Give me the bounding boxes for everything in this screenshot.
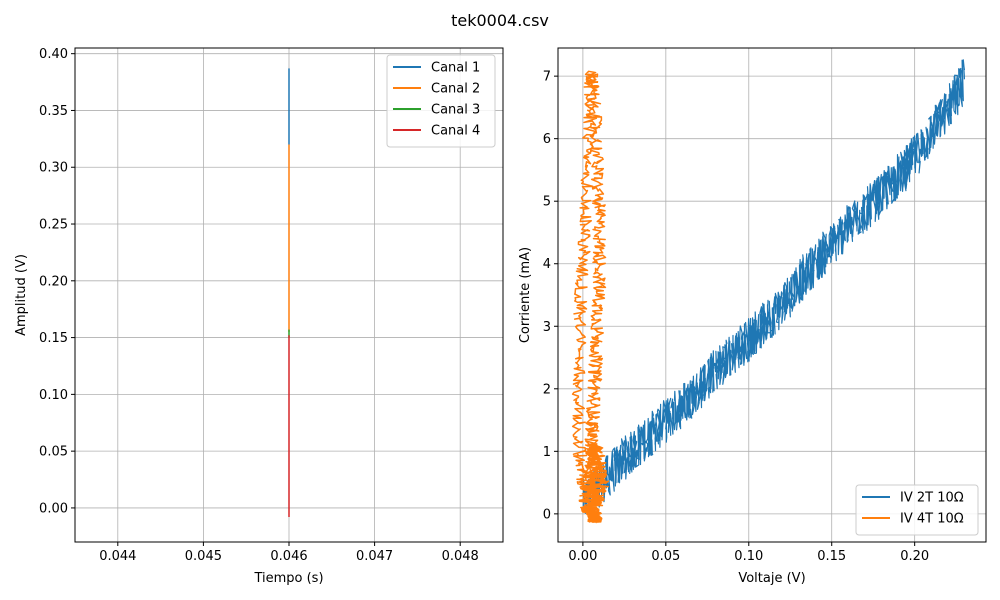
y-tick-label: 0.00 [39, 501, 68, 516]
y-tick-label: 0.15 [39, 331, 68, 346]
y-tick-label: 0.05 [39, 445, 68, 460]
x-tick-label: 0.15 [817, 549, 846, 564]
legend-box [386, 54, 496, 148]
chart-current-vs-voltage: 0.00 0.05 0.10 0.15 0.20 0 1 2 3 4 5 6 7 Voltaje (V) C… [518, 47, 987, 586]
legend: IV 2T 10Ω IV 4T 10Ω [855, 484, 979, 536]
y-tick-label: 0.10 [39, 388, 68, 403]
chart-amplitude-vs-time: 0.044 0.045 0.046 0.047 0.048 0.00 0.05 0.10 0.1… [14, 47, 504, 586]
series-line-2 [571, 70, 610, 524]
y-tick-label: 2 [543, 382, 551, 397]
x-tick-label: 0.046 [270, 549, 307, 564]
y-tick-label: 6 [543, 132, 551, 147]
x-tick-label: 0.045 [185, 549, 222, 564]
legend-label-2: IV 4T 10Ω [900, 512, 964, 527]
y-tick-label: 0 [543, 507, 551, 522]
y-axis-label: Amplitud (V) [14, 254, 29, 336]
figure-title: tek0004.csv [451, 11, 549, 30]
x-tick-label: 0.05 [651, 549, 680, 564]
y-tick-label: 0.40 [39, 47, 68, 62]
y-tick-label: 4 [543, 257, 551, 272]
x-tick-label: 0.047 [356, 549, 393, 564]
axes-frame [557, 47, 987, 543]
legend-label-2: Canal 2 [431, 82, 480, 97]
y-tick-label: 5 [543, 195, 551, 210]
y-tick-label: 0.20 [39, 274, 68, 289]
y-tick-label: 7 [543, 70, 551, 85]
x-tick-label: 0.20 [900, 549, 929, 564]
y-tick-label: 0.35 [39, 104, 68, 119]
y-tick-label: 0.30 [39, 161, 68, 176]
legend: Canal 1 Canal 2 Canal 3 Canal 4 [386, 54, 496, 148]
x-tick-label: 0.048 [442, 549, 479, 564]
x-tick-label: 0.10 [734, 549, 763, 564]
legend-label-4: Canal 4 [431, 124, 480, 139]
y-tick-label: 3 [543, 320, 551, 335]
x-tick-label: 0.00 [568, 549, 597, 564]
series-group [571, 59, 965, 524]
x-axis-label: Voltaje (V) [738, 571, 805, 586]
y-axis-label: Corriente (mA) [518, 247, 533, 343]
legend-label-3: Canal 3 [431, 103, 480, 118]
legend-label-1: IV 2T 10Ω [900, 491, 964, 506]
x-axis-label: Tiempo (s) [253, 571, 323, 586]
y-tick-label: 1 [543, 445, 551, 460]
y-tick-label: 0.25 [39, 218, 68, 233]
series-line-1 [582, 59, 965, 516]
legend-label-1: Canal 1 [431, 61, 480, 76]
x-tick-label: 0.044 [99, 549, 136, 564]
